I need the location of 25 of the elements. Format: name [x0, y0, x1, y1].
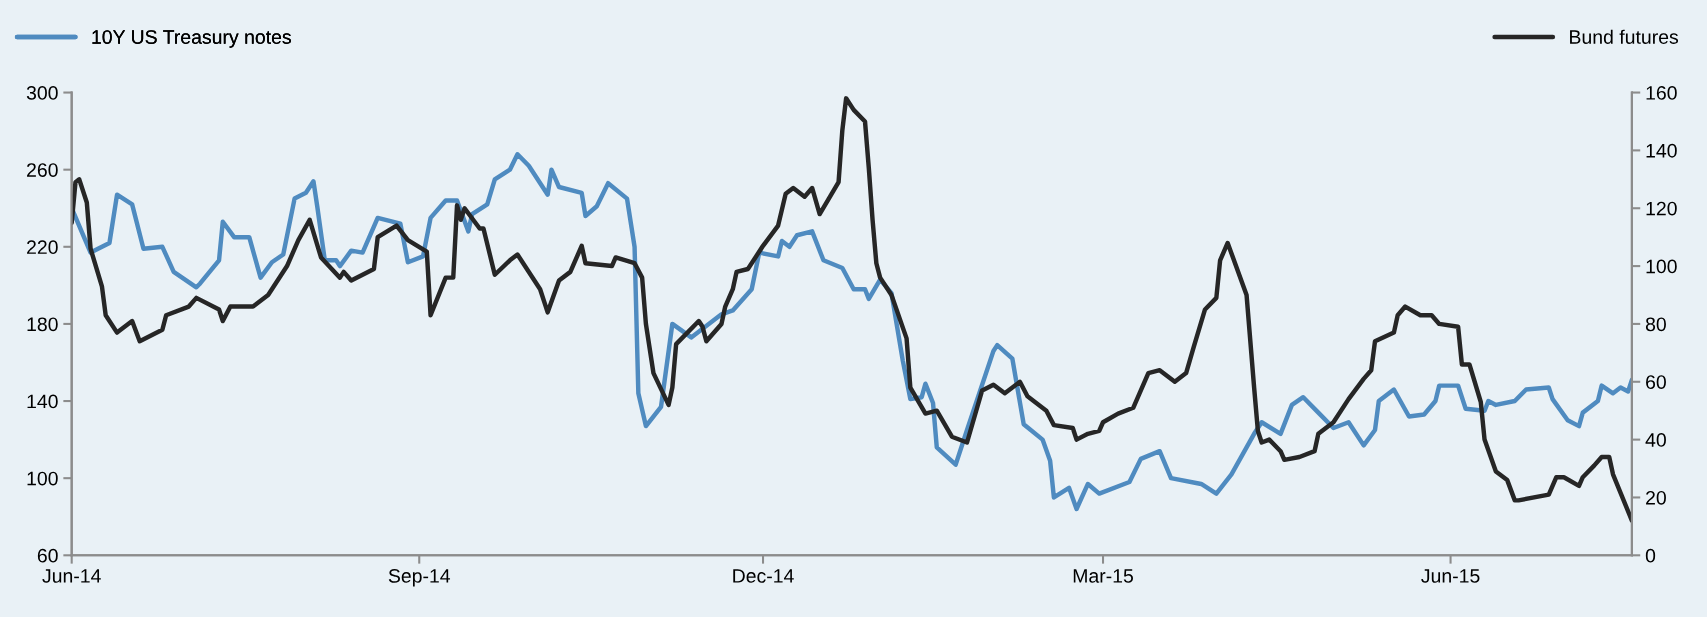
- y2-tick-label: 160: [1646, 86, 1677, 100]
- y-tick-label: 60: [37, 548, 58, 563]
- line-series: [71, 152, 1632, 512]
- x-tick-label: Mar-15: [1073, 569, 1133, 583]
- y2-tick-label: 120: [1646, 201, 1677, 216]
- y2-tick-label: 60: [1646, 375, 1666, 390]
- y2-tick-label: 20: [1646, 490, 1666, 505]
- x-tick-label: Sep-14: [388, 569, 451, 587]
- y-tick-label: 100: [27, 471, 58, 486]
- y2-tick-label: 40: [1645, 433, 1666, 447]
- y-tick-label: 260: [27, 163, 58, 177]
- y2-tick-label: 100: [1646, 259, 1677, 274]
- y2-tick-label: 140: [1646, 143, 1677, 158]
- line-series: [71, 96, 1632, 523]
- x-tick-label: Dec-14: [733, 569, 794, 583]
- legend-label: Bund futures: [1570, 29, 1679, 44]
- legend-label: 10Y US Treasury notes: [92, 30, 291, 48]
- y-tick-label: 220: [27, 240, 58, 255]
- y-tick-label: 140: [27, 394, 58, 409]
- x-tick-label: Jun-14: [42, 569, 101, 583]
- y-tick-label: 180: [27, 317, 58, 332]
- x-tick-label: Jun-15: [1421, 569, 1480, 583]
- y2-tick-label: 80: [1645, 317, 1666, 332]
- y2-tick-label: 0: [1645, 548, 1656, 563]
- y-tick-label: 300: [26, 86, 58, 100]
